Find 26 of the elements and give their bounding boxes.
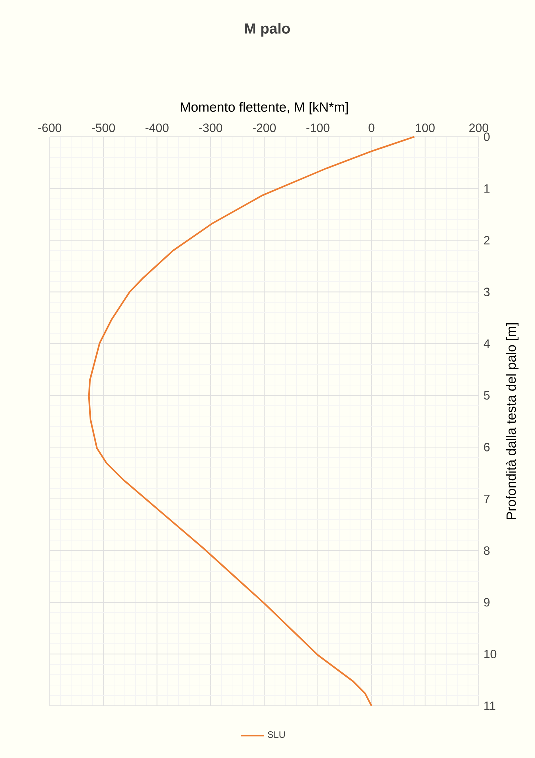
y-tick-label: 4 — [484, 340, 490, 348]
x-tick-label: 100 — [416, 124, 435, 132]
y-tick-label: 1 — [484, 184, 490, 193]
y-tick-label: 6 — [484, 443, 490, 452]
y-tick-label: 2 — [484, 236, 490, 245]
y-tick-label: 5 — [484, 391, 490, 400]
x-tick-label: -600 — [38, 124, 62, 132]
chart-title: M palo — [245, 23, 290, 37]
x-tick-label: -100 — [306, 124, 330, 132]
y-tick-label: 7 — [484, 494, 490, 504]
x-tick-label: -400 — [146, 124, 169, 132]
y-tick-label: 10 — [484, 650, 497, 659]
y-tick-label: 8 — [484, 546, 490, 556]
x-tick-label: -300 — [199, 124, 222, 132]
y-tick-label: 9 — [484, 598, 490, 607]
x-axis-title: Momento flettente, M [kN*m] — [181, 102, 348, 115]
x-tick-label: 200 — [470, 124, 489, 132]
y-tick-label: 11 — [484, 702, 496, 710]
y-tick-label: 3 — [484, 288, 490, 296]
x-tick-label: 0 — [368, 124, 375, 132]
x-tick-label: -200 — [253, 124, 276, 132]
line-series — [88, 136, 416, 707]
y-tick-label: 0 — [484, 132, 490, 142]
x-tick-label: -500 — [92, 124, 116, 132]
legend-label: SLU — [268, 732, 286, 738]
y-axis-title: Profondità dalla testa del palo [m] — [506, 324, 519, 520]
